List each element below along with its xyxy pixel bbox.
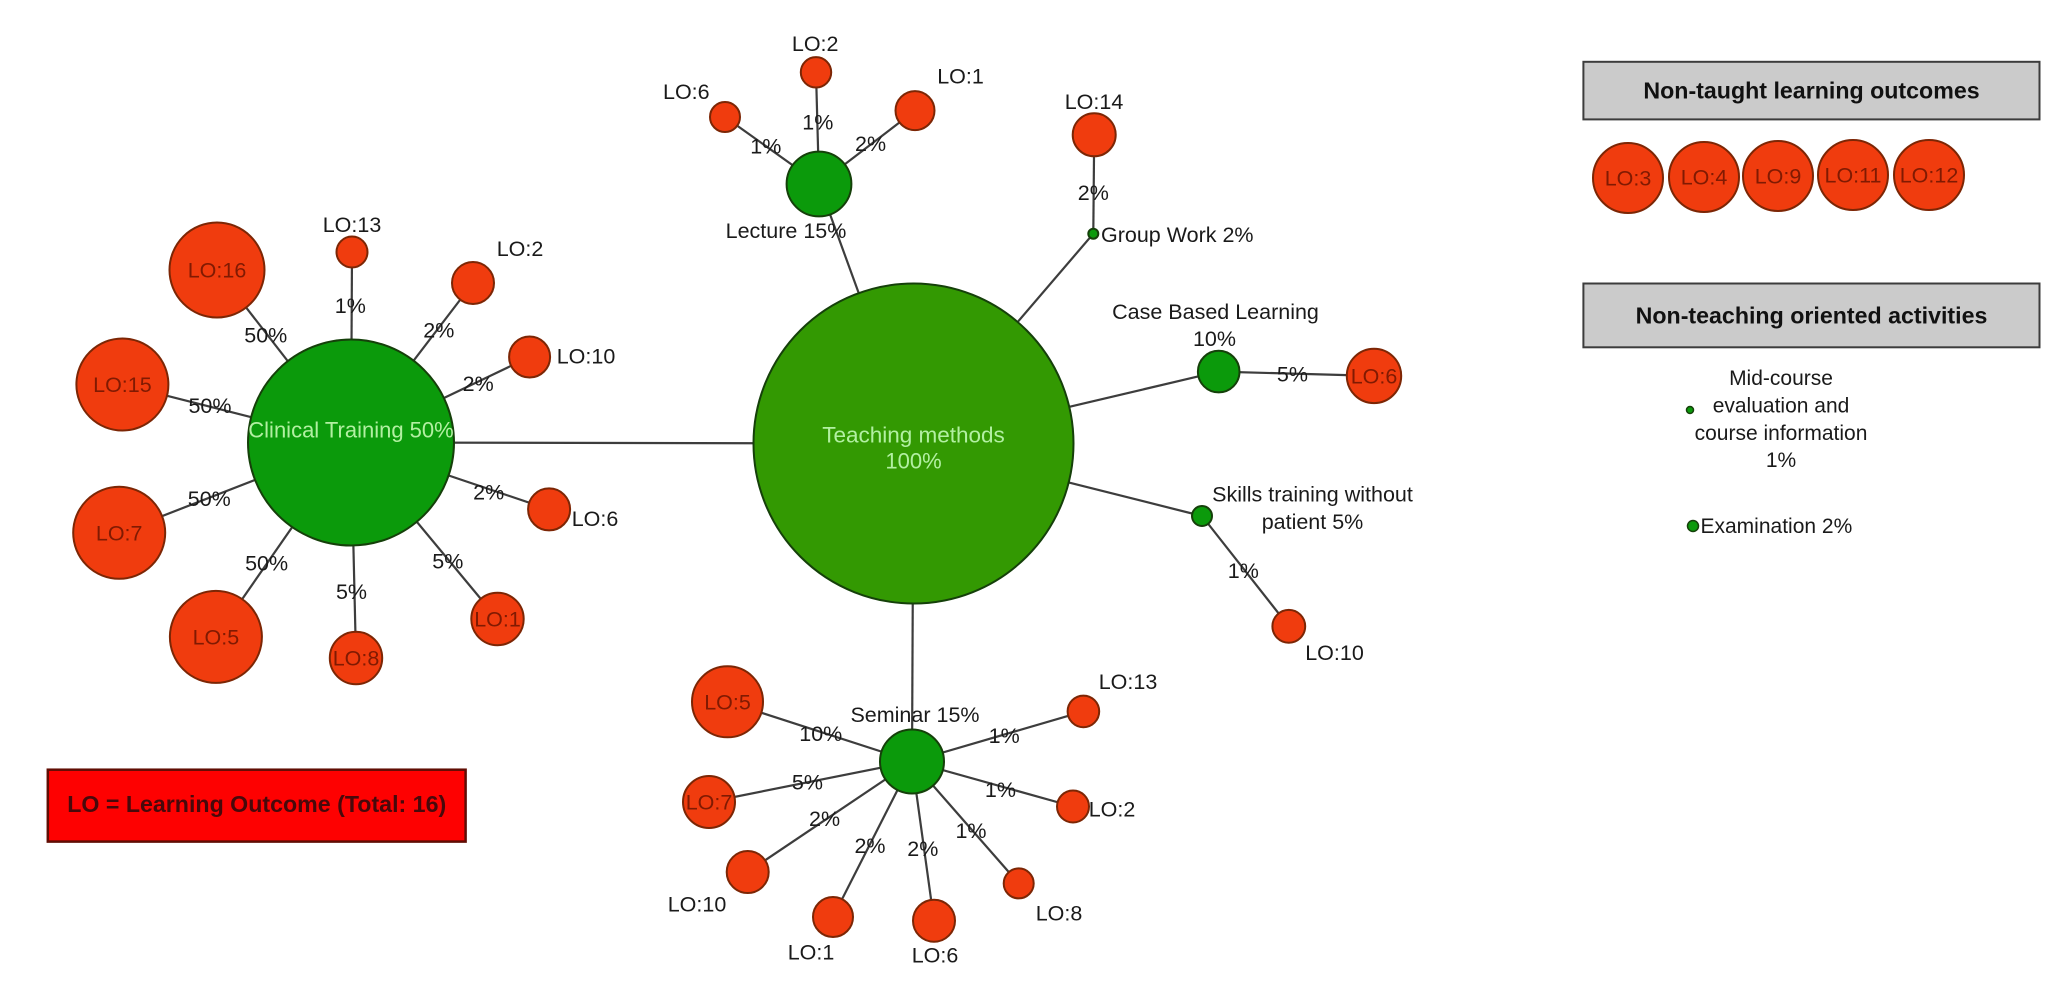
svg-text:LO:7: LO:7 bbox=[686, 791, 733, 815]
svg-text:LO:2: LO:2 bbox=[792, 32, 839, 56]
svg-text:1%: 1% bbox=[989, 724, 1020, 748]
svg-text:LO:15: LO:15 bbox=[93, 373, 152, 397]
svg-text:LO:1: LO:1 bbox=[937, 64, 984, 88]
svg-text:2%: 2% bbox=[463, 372, 494, 396]
svg-text:LO:5: LO:5 bbox=[193, 625, 240, 649]
svg-text:LO:1: LO:1 bbox=[474, 608, 521, 632]
svg-text:1%: 1% bbox=[985, 778, 1016, 802]
svg-text:LO:4: LO:4 bbox=[1681, 166, 1728, 190]
svg-text:1%: 1% bbox=[1766, 449, 1796, 472]
svg-text:Non-taught learning outcomes: Non-taught learning outcomes bbox=[1643, 78, 1979, 104]
svg-text:Group Work 2%: Group Work 2% bbox=[1101, 223, 1254, 247]
svg-text:LO:13: LO:13 bbox=[323, 213, 382, 237]
svg-text:5%: 5% bbox=[792, 770, 823, 794]
svg-text:LO:6: LO:6 bbox=[912, 944, 959, 968]
svg-text:LO:7: LO:7 bbox=[96, 521, 143, 545]
svg-text:LO:14: LO:14 bbox=[1065, 90, 1124, 114]
svg-text:Case Based Learning: Case Based Learning bbox=[1112, 300, 1319, 324]
svg-text:LO:6: LO:6 bbox=[572, 507, 619, 531]
svg-text:LO:2: LO:2 bbox=[1089, 798, 1136, 822]
svg-text:1%: 1% bbox=[750, 134, 781, 158]
svg-text:LO:5: LO:5 bbox=[704, 690, 751, 714]
svg-text:50%: 50% bbox=[188, 394, 231, 418]
svg-text:2%: 2% bbox=[907, 837, 938, 861]
svg-text:Examination 2%: Examination 2% bbox=[1701, 515, 1853, 538]
svg-text:LO:9: LO:9 bbox=[1755, 165, 1802, 189]
svg-text:2%: 2% bbox=[473, 480, 504, 504]
svg-text:1%: 1% bbox=[955, 819, 986, 843]
svg-text:100%: 100% bbox=[885, 449, 941, 474]
svg-text:LO:10: LO:10 bbox=[668, 893, 727, 917]
svg-text:LO = Learning Outcome (Total:: LO = Learning Outcome (Total: 16) bbox=[67, 791, 446, 817]
svg-text:5%: 5% bbox=[336, 580, 367, 604]
svg-text:50%: 50% bbox=[244, 323, 287, 347]
svg-text:2%: 2% bbox=[854, 834, 885, 858]
svg-text:LO:16: LO:16 bbox=[188, 259, 247, 283]
svg-text:2%: 2% bbox=[855, 132, 886, 156]
svg-text:LO:10: LO:10 bbox=[557, 345, 616, 369]
svg-text:Clinical Training 50%: Clinical Training 50% bbox=[248, 417, 453, 442]
svg-text:10%: 10% bbox=[799, 722, 842, 746]
svg-text:50%: 50% bbox=[188, 487, 231, 511]
svg-text:2%: 2% bbox=[423, 319, 454, 343]
svg-text:1%: 1% bbox=[335, 294, 366, 318]
svg-text:LO:6: LO:6 bbox=[1351, 364, 1398, 388]
svg-text:LO:8: LO:8 bbox=[333, 647, 380, 671]
svg-text:Seminar 15%: Seminar 15% bbox=[850, 703, 979, 727]
svg-text:LO:6: LO:6 bbox=[663, 80, 710, 104]
svg-text:LO:10: LO:10 bbox=[1305, 641, 1364, 665]
svg-text:patient 5%: patient 5% bbox=[1262, 510, 1364, 534]
svg-text:LO:3: LO:3 bbox=[1605, 167, 1652, 191]
svg-text:LO:1: LO:1 bbox=[788, 941, 835, 965]
svg-text:LO:8: LO:8 bbox=[1036, 902, 1083, 926]
svg-text:5%: 5% bbox=[1277, 363, 1308, 387]
svg-text:2%: 2% bbox=[809, 807, 840, 831]
svg-text:Lecture 15%: Lecture 15% bbox=[726, 219, 847, 243]
svg-text:1%: 1% bbox=[1228, 559, 1259, 583]
svg-text:5%: 5% bbox=[432, 549, 463, 573]
svg-text:Mid-course: Mid-course bbox=[1729, 367, 1833, 390]
svg-text:Teaching methods: Teaching methods bbox=[822, 423, 1005, 448]
svg-text:Non-teaching oriented activiti: Non-teaching oriented activities bbox=[1636, 302, 1988, 328]
svg-text:1%: 1% bbox=[802, 110, 833, 134]
svg-text:LO:11: LO:11 bbox=[1825, 164, 1882, 188]
svg-text:2%: 2% bbox=[1078, 181, 1109, 205]
svg-text:LO:2: LO:2 bbox=[497, 237, 544, 261]
svg-text:LO:12: LO:12 bbox=[1900, 164, 1959, 188]
svg-text:10%: 10% bbox=[1193, 327, 1236, 351]
svg-text:Skills training without: Skills training without bbox=[1212, 483, 1413, 507]
svg-text:LO:13: LO:13 bbox=[1099, 670, 1158, 694]
svg-text:50%: 50% bbox=[245, 551, 288, 575]
svg-text:course information: course information bbox=[1695, 422, 1868, 445]
svg-text:evaluation and: evaluation and bbox=[1713, 395, 1850, 418]
